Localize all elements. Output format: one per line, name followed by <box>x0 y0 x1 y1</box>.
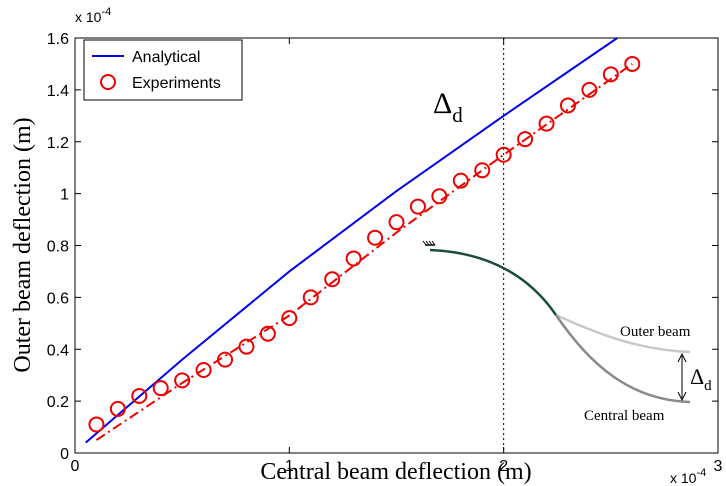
marker <box>495 146 512 163</box>
marker <box>302 289 319 306</box>
x-axis-label: Central beam deflection (m) <box>260 459 531 485</box>
gap-sub: d <box>704 378 712 394</box>
annotation: Δd <box>433 87 463 127</box>
y-tick-label: 0.6 <box>47 290 69 307</box>
marker <box>174 372 191 389</box>
marker <box>602 66 619 83</box>
clamp-hatch <box>422 240 436 246</box>
x-exponent: x 10-4 <box>670 467 706 486</box>
marker <box>131 387 148 404</box>
marker <box>474 162 491 179</box>
y-tick-label: 0.8 <box>47 239 69 256</box>
x-tick-label: 1 <box>285 458 294 475</box>
legend-swatch <box>100 74 116 90</box>
marker <box>281 310 298 327</box>
marker <box>388 214 405 231</box>
annotation-delta: Δ <box>433 87 452 120</box>
marker <box>324 271 341 288</box>
marker <box>624 55 641 72</box>
y-tick-label: 1 <box>60 187 69 204</box>
legend-label: Experiments <box>132 75 221 92</box>
y-axis-label: Outer beam deflection (m) <box>10 117 36 372</box>
marker <box>152 380 169 397</box>
y-tick-label: 0.2 <box>47 394 69 411</box>
annotation-sub: d <box>452 103 463 127</box>
series-line <box>95 63 633 441</box>
y-exponent-base: x 10 <box>75 9 102 25</box>
marker <box>409 198 426 215</box>
marker <box>195 362 212 378</box>
legend-label: Analytical <box>132 49 200 66</box>
y-tick-label: 0 <box>60 446 69 463</box>
legend: Analytical Experiments <box>83 39 243 101</box>
beam-root <box>429 248 558 316</box>
marker <box>367 229 384 246</box>
outer-beam-label: Outer beam <box>620 324 691 340</box>
x-tick-label: 0 <box>71 458 80 475</box>
central-beam-label: Central beam <box>584 408 665 424</box>
y-exponent: x 10-4 <box>75 6 111 25</box>
y-tick-label: 0.4 <box>47 342 69 359</box>
central-beam <box>554 314 691 404</box>
marker <box>452 172 469 189</box>
y-tick-label: 1.6 <box>47 31 69 48</box>
x-exponent-power: -4 <box>696 467 706 479</box>
marker <box>538 115 555 132</box>
marker <box>581 81 598 98</box>
marker <box>517 131 534 148</box>
y-tick-label: 1.4 <box>47 83 69 100</box>
marker <box>109 400 126 417</box>
marker <box>345 250 362 267</box>
series-line <box>85 37 618 444</box>
gap-arrow-heads <box>677 352 687 402</box>
x-exponent-base: x 10 <box>670 470 697 486</box>
y-tick-label: 1.2 <box>47 135 69 152</box>
marker <box>88 416 105 433</box>
marker <box>238 338 255 355</box>
legend-box <box>83 39 243 101</box>
gap-delta: Δ <box>690 364 704 389</box>
y-exponent-power: -4 <box>101 6 111 18</box>
x-tick-label: 3 <box>714 458 723 475</box>
inset-diagram: Outer beam Central beam Δd <box>422 240 712 424</box>
x-tick-label: 2 <box>499 458 508 475</box>
gap-symbol: Δd <box>690 364 712 394</box>
outer-beam <box>555 313 691 354</box>
